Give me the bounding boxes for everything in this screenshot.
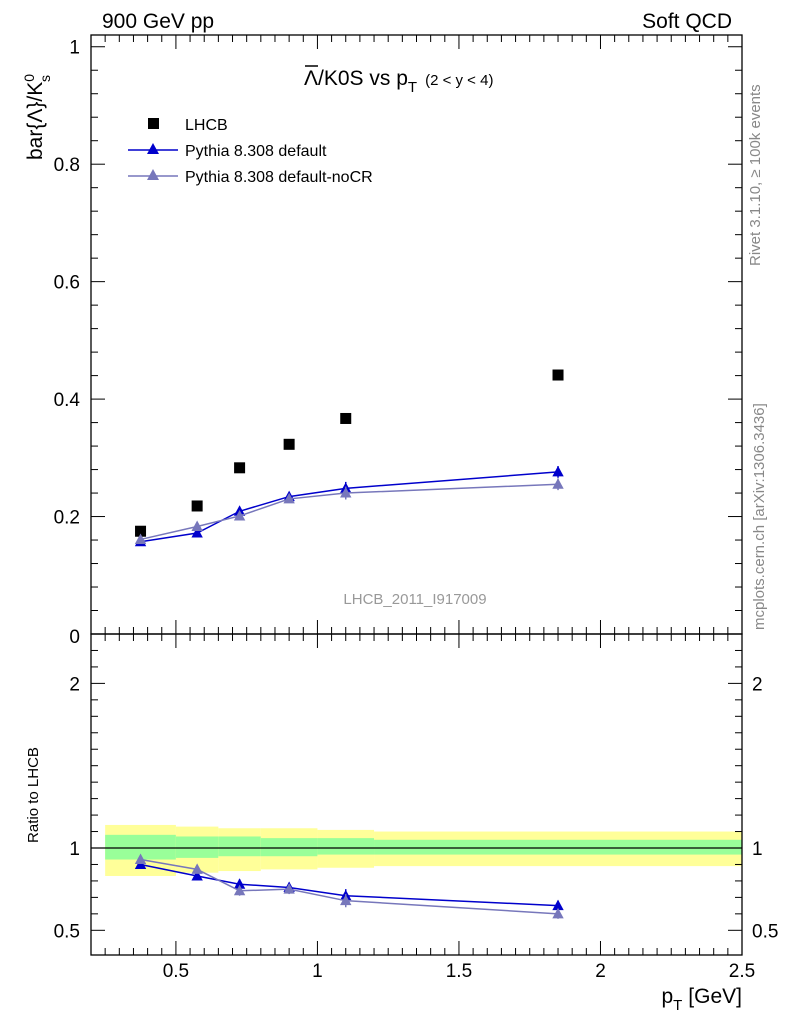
main-title: Λ/K0S vs pT (2 < y < 4) (304, 67, 493, 96)
main-bottom-tick-label: 0 (69, 627, 80, 648)
main-title-sub: T (408, 79, 417, 96)
header-left: 900 GeV pp (102, 10, 214, 33)
ratio-ytick-label-right: 0.5 (752, 921, 778, 942)
legend-label-default: Pythia 8.308 default (185, 143, 327, 160)
main-ytick-label: 1 (69, 38, 80, 59)
main-ytick-label: 0.4 (54, 390, 81, 411)
main-point-square (552, 369, 564, 381)
ratio-point-triangle (283, 883, 295, 894)
ratio-bands-layer (91, 824, 742, 876)
ratio-point-triangle (134, 853, 147, 865)
x-axis-label-unit: [GeV] (688, 985, 742, 1008)
main-ytick-label: 0.8 (54, 155, 80, 176)
x-tick-label: 2.5 (729, 961, 755, 982)
ratio-point-triangle (233, 878, 246, 889)
main-series-layer (134, 369, 564, 547)
legend-marker-nocr (147, 169, 159, 180)
analysis-watermark: LHCB_2011_I917009 (343, 591, 486, 608)
main-point-triangle (233, 509, 246, 521)
ratio-point-triangle (340, 894, 352, 906)
ratio-series-line (140, 858, 559, 915)
x-axis-label-text: p (661, 985, 673, 1008)
legend-marker-default (147, 143, 159, 154)
main-ylabel-text: bar{Λ}/K (24, 82, 47, 160)
main-point-square (234, 462, 246, 474)
main-ylabel-sup: 0 (21, 74, 37, 82)
main-point-triangle (134, 533, 147, 544)
main-ytick-label: 0.2 (54, 508, 80, 529)
ratio-ytick-label: 2 (69, 674, 80, 695)
legend: LHCB Pythia 8.308 default Pythia 8.308 d… (128, 117, 373, 186)
ratio-band-inner (317, 838, 375, 855)
ratio-band-inner (218, 836, 261, 857)
main-title-range: (2 < y < 4) (425, 72, 493, 89)
main-title-text: Λ/K0S vs p (304, 67, 408, 90)
x-axis-label-sub: T (673, 997, 682, 1014)
rivet-label: Rivet 3.1.10, ≥ 100k events (747, 84, 764, 266)
legend-marker-lhcb (148, 118, 159, 129)
main-point-square (283, 438, 295, 450)
ratio-point-triangle (552, 899, 564, 911)
ratio-point-triangle (552, 907, 564, 919)
x-tick-label: 0.5 (163, 961, 189, 982)
ratio-series-layer (134, 853, 564, 919)
ratio-frame (90, 633, 743, 956)
ratio-ytick-label: 0.5 (54, 921, 80, 942)
main-point-triangle (552, 478, 564, 489)
main-point-triangle (552, 465, 564, 477)
main-point-triangle (340, 487, 352, 498)
ratio-point-triangle (191, 863, 203, 874)
x-tick-label: 1.5 (446, 961, 472, 982)
main-point-square (191, 500, 203, 512)
header-right: Soft QCD (642, 10, 732, 33)
ratio-ytick-label-right: 2 (752, 674, 763, 695)
ratio-panel: 0.5 0.5 1 1 2 2 0.5 1 1.5 2 2.5 (54, 633, 778, 982)
x-tick-label: 1 (312, 961, 323, 982)
main-point-triangle (283, 492, 295, 504)
ratio-point-triangle (233, 884, 246, 896)
main-point-triangle (191, 520, 203, 532)
legend-label-nocr: Pythia 8.308 default-noCR (185, 169, 373, 186)
ratio-point-triangle (191, 869, 203, 881)
main-series-line (140, 483, 559, 541)
main-ylabel: bar{Λ}/K0s (21, 74, 53, 160)
x-axis-label: pT [GeV] (661, 985, 742, 1014)
x-tick-label: 2 (595, 961, 606, 982)
ratio-band-inner (175, 836, 219, 858)
legend-label-lhcb: LHCB (185, 117, 228, 134)
main-point-square (135, 525, 147, 537)
ratio-band-inner (374, 839, 742, 855)
main-point-triangle (191, 526, 203, 538)
ratio-ytick-label: 1 (69, 839, 80, 860)
main-ytick-label: 0.6 (54, 273, 80, 294)
main-point-square (340, 412, 352, 424)
ratio-ytick-label-right: 1 (752, 839, 763, 860)
ratio-series-line (140, 863, 559, 907)
main-ylabel-sub: s (37, 75, 53, 82)
ratio-band-inner (260, 838, 318, 857)
main-series-line (140, 471, 559, 543)
ratio-ylabel: Ratio to LHCB (25, 747, 42, 843)
mcplots-label: mcplots.cern.ch [arXiv:1306.3436] (751, 403, 768, 630)
